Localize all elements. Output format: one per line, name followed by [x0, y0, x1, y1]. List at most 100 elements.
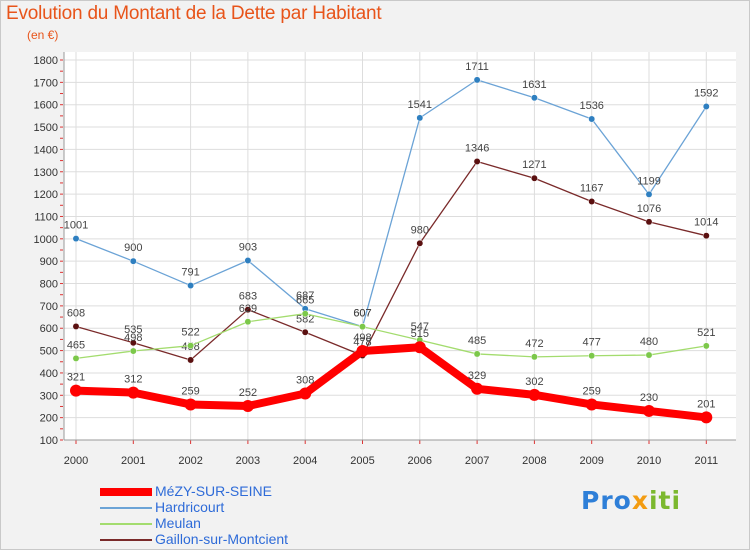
data-point	[244, 257, 252, 264]
data-point	[244, 306, 252, 314]
y-tick-label: 1500	[34, 122, 58, 134]
legend-label: Meulan	[155, 515, 201, 531]
x-tick-label: 2006	[408, 455, 432, 467]
x-tick-label: 2001	[121, 455, 145, 467]
x-tick-label: 2004	[293, 455, 317, 467]
data-label: 329	[468, 370, 486, 382]
data-point	[416, 114, 424, 122]
data-point	[416, 239, 424, 247]
data-label: 521	[697, 327, 715, 339]
y-tick-label: 1200	[34, 189, 58, 201]
y-tick-label: 300	[40, 390, 58, 402]
y-tick-label: 900	[40, 256, 58, 268]
data-label: 522	[181, 327, 199, 339]
legend-swatch	[100, 539, 152, 541]
data-point	[413, 341, 426, 354]
x-tick-label: 2008	[522, 455, 546, 467]
data-point	[129, 257, 137, 265]
data-label: 900	[124, 242, 142, 254]
data-point	[588, 198, 596, 205]
data-point	[645, 351, 653, 359]
data-point	[702, 232, 710, 240]
data-label: 259	[583, 385, 601, 397]
data-point	[70, 384, 82, 397]
data-label: 608	[67, 307, 85, 319]
data-label: 1631	[522, 79, 546, 91]
data-point	[187, 356, 195, 364]
data-point	[356, 345, 369, 358]
data-label: 1346	[465, 142, 489, 154]
legend-label: MéZY-SUR-SEINE	[155, 483, 272, 499]
data-point	[528, 388, 541, 401]
data-point	[645, 218, 653, 226]
data-point	[72, 235, 80, 243]
data-label: 535	[124, 324, 142, 336]
data-label: 480	[640, 336, 658, 348]
data-label: 1271	[522, 159, 546, 171]
data-point	[588, 352, 596, 360]
x-tick-label: 2010	[637, 455, 661, 467]
data-point	[184, 398, 197, 411]
data-point	[241, 400, 254, 413]
data-point	[471, 382, 484, 395]
data-point	[700, 411, 713, 424]
series-line	[75, 79, 707, 328]
data-point	[187, 282, 195, 289]
data-point	[530, 94, 538, 102]
x-tick-label: 2011	[694, 455, 718, 467]
logo-part-iti: iti	[648, 486, 682, 515]
y-tick-label: 700	[40, 301, 58, 313]
data-label: 230	[640, 392, 658, 404]
data-label: 1001	[64, 220, 88, 232]
data-label: 321	[67, 372, 85, 384]
y-tick-label: 200	[40, 413, 58, 425]
logo-part-pro: Pro	[581, 486, 632, 515]
y-tick-label: 400	[40, 368, 58, 380]
series-line	[72, 343, 711, 422]
data-label: 515	[411, 328, 429, 340]
y-tick-label: 1300	[34, 167, 58, 179]
data-label: 252	[239, 387, 257, 399]
data-label: 485	[468, 335, 486, 347]
data-point	[129, 339, 137, 347]
data-point	[643, 404, 655, 417]
data-point	[72, 322, 80, 330]
chart-title: Evolution du Montant de la Dette par Hab…	[6, 3, 382, 24]
y-tick-label: 1100	[34, 211, 58, 223]
data-label: 472	[525, 338, 543, 350]
data-label: 607	[353, 308, 371, 320]
data-point	[244, 318, 252, 326]
data-label: 201	[697, 398, 715, 410]
legend-swatch	[100, 488, 152, 496]
series-line	[75, 160, 707, 361]
y-tick-label: 800	[40, 279, 58, 291]
unit-label: (en €)	[27, 28, 59, 42]
data-label: 547	[411, 321, 429, 333]
data-point	[702, 103, 710, 110]
data-label: 1167	[580, 182, 604, 194]
legend-swatch	[100, 523, 152, 525]
data-label: 791	[181, 267, 199, 279]
data-label: 687	[296, 290, 314, 302]
data-point	[301, 328, 309, 336]
y-tick-label: 600	[40, 323, 58, 335]
data-point	[645, 190, 653, 198]
y-tick-label: 1600	[34, 100, 58, 112]
x-tick-label: 2002	[178, 455, 202, 467]
data-point	[72, 354, 80, 362]
data-label: 308	[296, 375, 314, 387]
data-label: 478	[353, 337, 371, 349]
data-point	[530, 174, 538, 182]
data-label: 302	[525, 376, 543, 388]
logo-part-x: x	[631, 486, 649, 515]
legend-label: Hardricourt	[155, 499, 225, 515]
data-label: 1536	[579, 100, 603, 112]
series-line	[75, 313, 707, 360]
x-tick-label: 2003	[236, 455, 260, 467]
x-tick-label: 2007	[465, 455, 489, 467]
data-point	[473, 76, 481, 84]
y-tick-label: 500	[40, 346, 58, 358]
data-point	[473, 158, 481, 165]
data-point	[585, 398, 598, 411]
